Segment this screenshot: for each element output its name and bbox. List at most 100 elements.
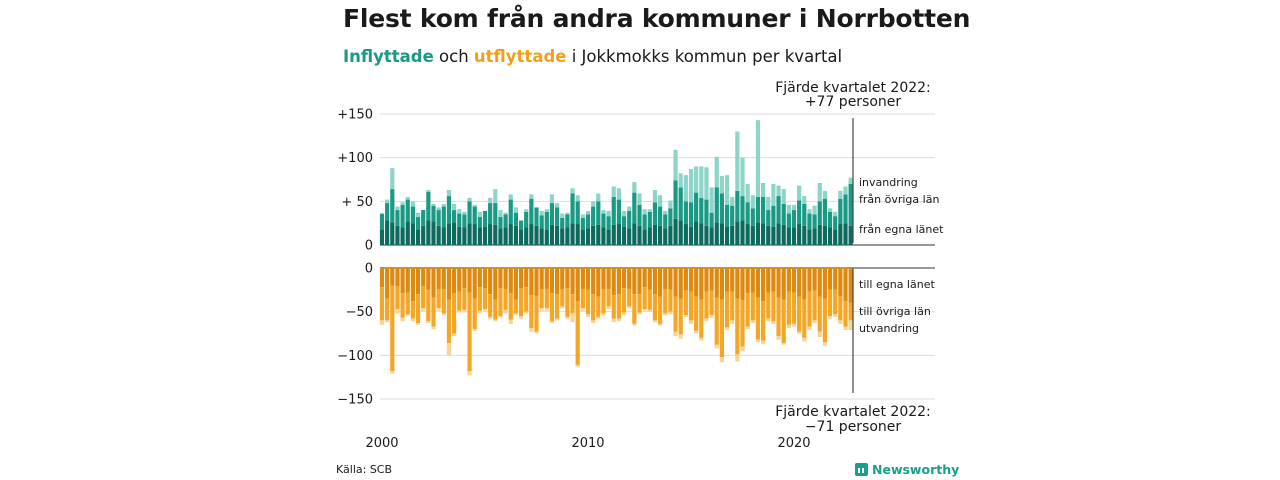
label-till-ovriga-lan: till övriga län <box>859 305 931 318</box>
bar-out-other-county <box>575 301 580 365</box>
bar-out-other-county <box>714 297 719 345</box>
bar-in-immigration <box>627 206 632 211</box>
bar-in-immigration <box>843 186 848 195</box>
bar-out-same-county <box>807 268 812 292</box>
bar-in-immigration <box>755 120 761 197</box>
bar-in-other-county <box>616 199 621 225</box>
bar-out-other-county <box>838 295 843 321</box>
bar-in-same-county <box>833 229 838 245</box>
inflow-bars <box>379 120 853 245</box>
bar-in-same-county <box>673 218 678 245</box>
bar-out-other-county <box>529 295 534 329</box>
bar-in-other-county <box>441 206 446 228</box>
bar-out-other-county <box>446 299 452 344</box>
bar-in-same-county <box>385 220 390 245</box>
bar-in-other-county <box>565 214 570 228</box>
bar-in-immigration <box>508 194 513 200</box>
bar-in-other-county <box>544 211 549 230</box>
bar-out-same-county <box>385 268 390 299</box>
bar-in-immigration <box>761 182 766 197</box>
bar-in-immigration <box>400 202 405 205</box>
bar-in-immigration <box>802 196 807 204</box>
bar-out-same-county <box>415 268 421 295</box>
bar-in-immigration <box>642 209 647 215</box>
bar-in-immigration <box>436 207 441 211</box>
bar-in-immigration <box>719 176 724 194</box>
bar-out-same-county <box>570 268 575 295</box>
label-fran-ovriga-lan: från övriga län <box>859 193 939 206</box>
subtitle-inflyttade: Inflyttade <box>343 47 434 66</box>
bar-out-emigration <box>817 331 822 337</box>
bar-in-other-county <box>848 183 853 226</box>
bar-out-emigration <box>518 316 524 319</box>
bar-in-immigration <box>524 209 529 212</box>
x-tick-label: 2020 <box>777 436 810 451</box>
bar-in-same-county <box>740 220 745 245</box>
bar-out-emigration <box>395 309 400 314</box>
bar-in-immigration <box>488 197 493 204</box>
label-fran-egna-lanet: från egna länet <box>859 223 944 236</box>
bar-in-same-county <box>591 225 596 245</box>
bar-in-other-county <box>755 196 761 223</box>
bar-out-other-county <box>827 289 833 317</box>
bar-out-emigration <box>771 321 776 324</box>
bar-out-emigration <box>827 316 833 319</box>
bar-in-other-county <box>812 214 817 229</box>
bar-in-other-county <box>642 214 647 230</box>
bar-out-emigration <box>472 329 477 331</box>
bar-in-immigration <box>616 188 621 200</box>
bar-out-other-county <box>704 291 709 319</box>
bar-out-other-county <box>544 288 549 309</box>
bar-out-other-county <box>503 288 508 310</box>
bar-in-other-county <box>658 206 663 226</box>
bar-out-other-county <box>390 285 395 372</box>
bar-in-other-county <box>683 201 688 225</box>
bar-in-same-county <box>467 223 472 245</box>
bar-in-immigration <box>688 169 694 203</box>
bar-in-same-county <box>714 222 719 245</box>
bar-in-immigration <box>668 200 673 209</box>
bar-in-other-county <box>410 206 415 224</box>
outflow-bars <box>379 268 853 376</box>
bar-in-other-county <box>493 203 498 225</box>
bar-out-same-county <box>632 268 637 295</box>
bar-out-emigration <box>843 326 848 331</box>
bar-out-other-county <box>632 294 637 324</box>
bar-in-immigration <box>781 189 786 204</box>
bar-in-same-county <box>405 221 410 245</box>
bar-out-emigration <box>436 308 441 311</box>
bar-out-emigration <box>462 309 467 313</box>
bar-out-emigration <box>431 326 436 330</box>
bar-out-same-county <box>518 268 524 289</box>
bar-in-immigration <box>431 203 436 206</box>
bar-out-emigration <box>621 312 627 316</box>
bar-out-emigration <box>549 321 555 324</box>
bar-in-immigration <box>673 149 678 181</box>
bar-in-same-county <box>596 224 601 245</box>
bar-in-other-county <box>431 205 436 222</box>
grid <box>380 113 935 400</box>
bar-out-same-county <box>482 268 488 289</box>
bar-out-other-county <box>802 299 807 338</box>
bar-out-same-county <box>488 268 493 295</box>
bar-out-emigration <box>426 321 431 324</box>
bar-out-emigration <box>616 318 621 322</box>
bar-in-same-county <box>452 222 457 245</box>
bar-in-same-county <box>750 225 755 245</box>
bar-out-emigration <box>776 336 781 340</box>
bar-in-same-county <box>611 224 616 245</box>
bar-out-emigration <box>467 371 472 376</box>
bar-in-same-county <box>704 225 709 245</box>
bar-out-emigration <box>555 318 560 321</box>
bar-out-same-county <box>688 268 694 292</box>
bar-out-same-county <box>467 268 472 293</box>
bar-out-emigration <box>750 320 755 324</box>
bar-in-other-county <box>724 204 730 227</box>
bar-in-other-county <box>575 201 580 225</box>
bar-in-same-county <box>632 223 637 245</box>
bar-out-other-county <box>611 295 616 319</box>
bar-in-same-county <box>688 226 694 245</box>
bar-out-emigration <box>493 319 498 322</box>
bar-out-other-county <box>755 297 761 340</box>
bar-out-other-county <box>405 292 410 315</box>
